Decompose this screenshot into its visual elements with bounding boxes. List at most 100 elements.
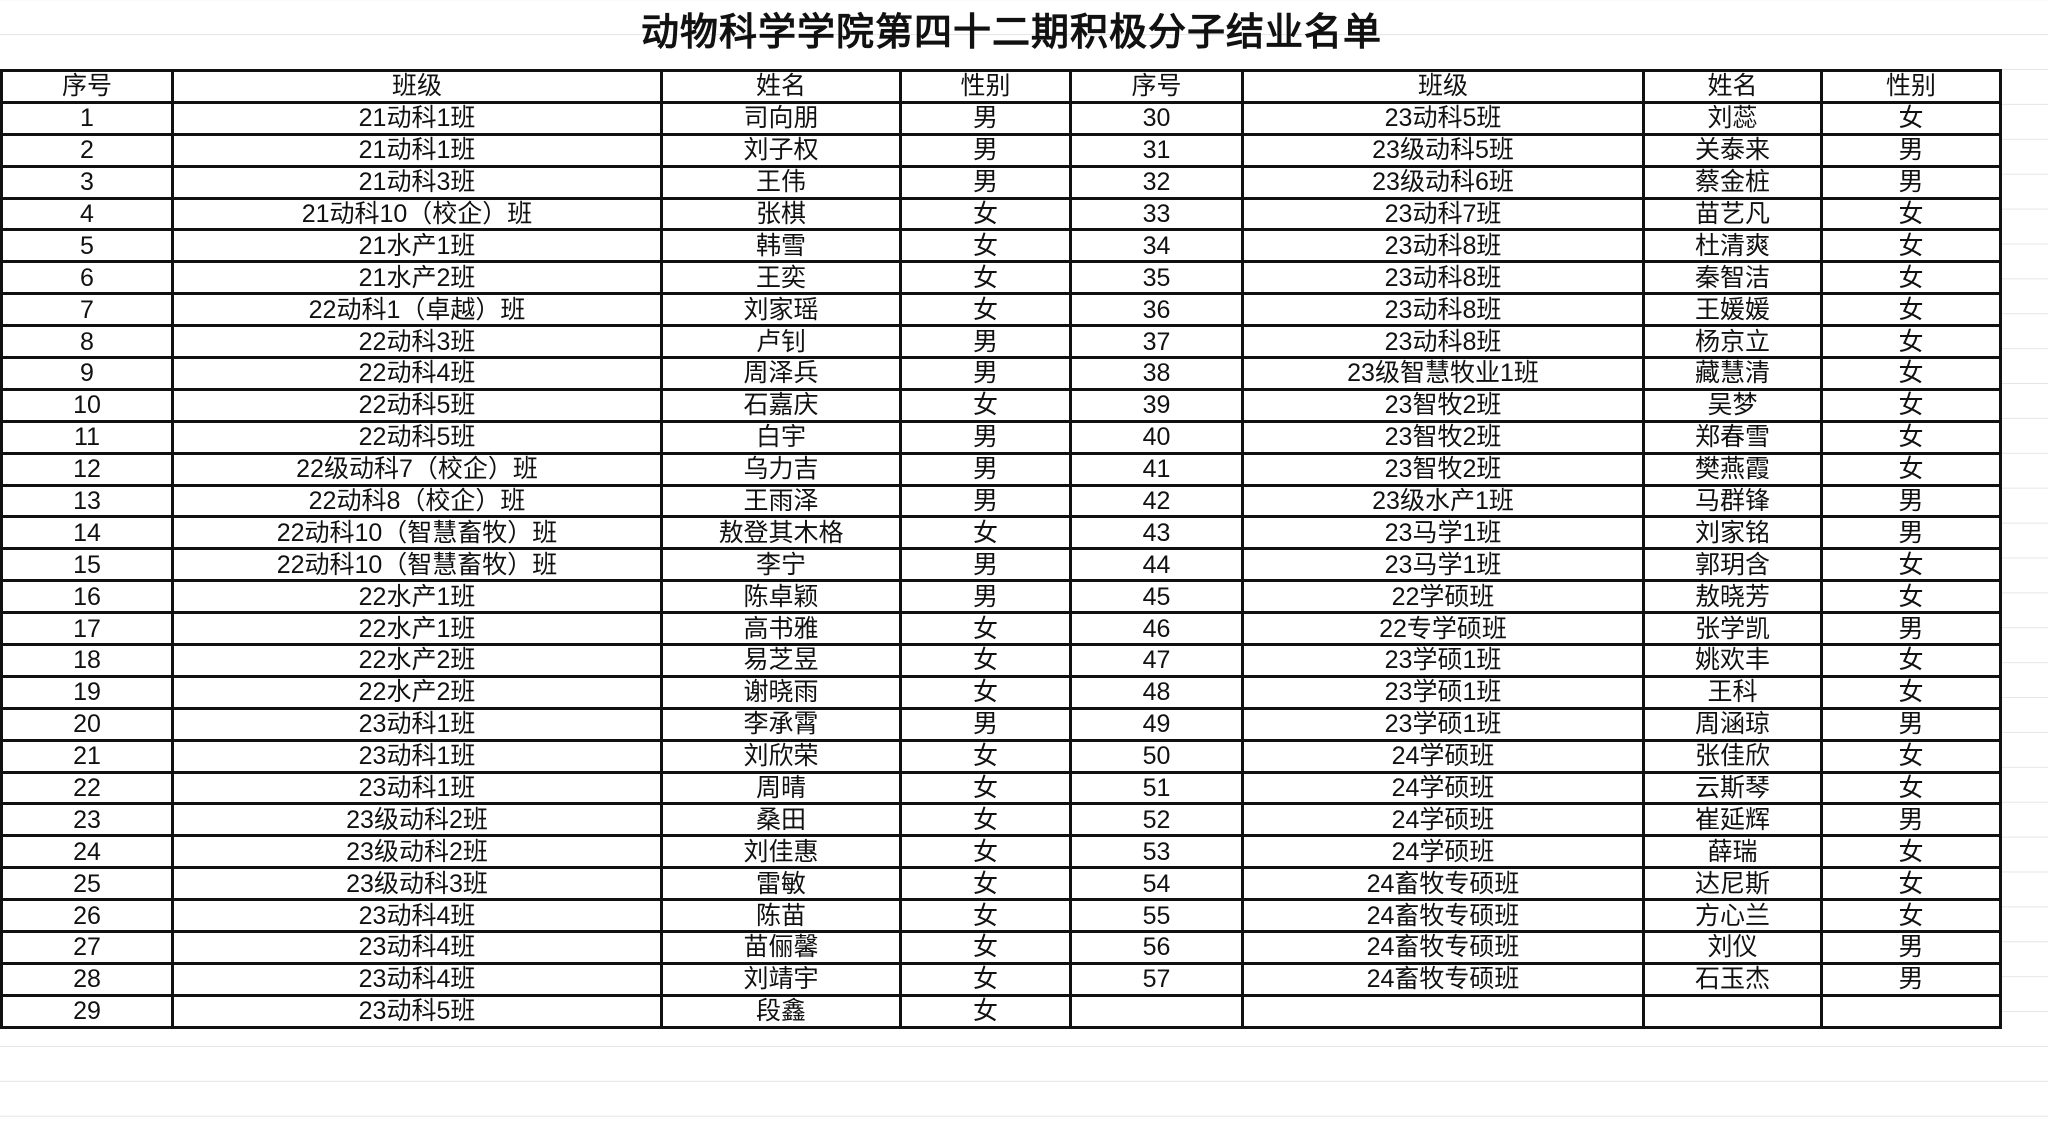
cell-no[interactable]: 4 <box>0 196 174 232</box>
cell-no[interactable]: 11 <box>0 419 174 455</box>
cell-class[interactable]: 23动科4班 <box>171 930 663 965</box>
cell-class[interactable]: 23马学1班 <box>1241 547 1645 583</box>
cell-no[interactable]: 27 <box>0 930 174 965</box>
cell-gender[interactable]: 男 <box>899 100 1072 136</box>
cell-name[interactable]: 段鑫 <box>660 993 902 1029</box>
cell-class[interactable]: 23马学1班 <box>1241 515 1645 551</box>
cell-no[interactable]: 22 <box>0 770 174 806</box>
cell-no[interactable]: 30 <box>1069 100 1244 136</box>
cell-name[interactable]: 司向朋 <box>660 100 902 136</box>
cell-name[interactable]: 周晴 <box>660 770 902 806</box>
cell-name[interactable]: 王媛媛 <box>1642 292 1823 328</box>
cell-class[interactable]: 22动科8（校企）班 <box>171 483 663 519</box>
cell-class[interactable]: 23学硕1班 <box>1241 674 1645 710</box>
cell-no[interactable]: 48 <box>1069 674 1244 710</box>
cell-name[interactable]: 方心兰 <box>1642 898 1823 934</box>
cell-name[interactable]: 卢钊 <box>660 324 902 360</box>
cell-no[interactable]: 8 <box>0 324 174 360</box>
cell-class[interactable]: 23级水产1班 <box>1241 483 1645 519</box>
cell-no[interactable]: 20 <box>0 706 174 742</box>
cell-no[interactable]: 55 <box>1069 898 1244 934</box>
cell-gender[interactable]: 女 <box>1820 196 2002 232</box>
cell-class[interactable]: 23动科1班 <box>171 738 663 774</box>
cell-class[interactable]: 21水产2班 <box>171 260 663 296</box>
cell-gender[interactable]: 女 <box>1820 419 2002 455</box>
cell-gender[interactable]: 男 <box>899 451 1072 487</box>
cell-no[interactable]: 6 <box>0 260 174 296</box>
cell-gender[interactable]: 男 <box>899 579 1072 615</box>
cell-no[interactable]: 42 <box>1069 483 1244 519</box>
cell-no[interactable]: 25 <box>0 866 174 902</box>
cell-no[interactable]: 45 <box>1069 579 1244 615</box>
cell-name[interactable]: 王奕 <box>660 260 902 296</box>
cell-name[interactable]: 易芝昱 <box>660 643 902 678</box>
cell-gender[interactable]: 男 <box>1820 483 2002 519</box>
cell-no[interactable]: 41 <box>1069 451 1244 487</box>
cell-gender[interactable]: 女 <box>1820 643 2002 678</box>
cell-name[interactable]: 郭玥含 <box>1642 547 1823 583</box>
cell-gender[interactable]: 女 <box>1820 260 2002 296</box>
cell-gender[interactable]: 女 <box>1820 356 2002 391</box>
cell-no[interactable]: 10 <box>0 387 174 423</box>
cell-name[interactable]: 乌力吉 <box>660 451 902 487</box>
cell-class[interactable]: 24学硕班 <box>1241 738 1645 774</box>
cell-no[interactable]: 16 <box>0 579 174 615</box>
cell-class[interactable]: 22专学硕班 <box>1241 611 1645 647</box>
cell-gender[interactable]: 女 <box>1820 770 2002 806</box>
cell-class[interactable]: 22水产2班 <box>171 674 663 710</box>
cell-no[interactable]: 29 <box>0 993 174 1029</box>
cell-no[interactable]: 31 <box>1069 132 1244 168</box>
cell-gender[interactable]: 女 <box>899 674 1072 710</box>
cell-name[interactable]: 马群锋 <box>1642 483 1823 519</box>
cell-gender[interactable]: 女 <box>899 802 1072 838</box>
cell-class[interactable]: 23动科7班 <box>1241 196 1645 232</box>
cell-no[interactable]: 12 <box>0 451 174 487</box>
cell-class[interactable]: 23动科4班 <box>171 961 663 997</box>
cell-class[interactable]: 22动科10（智慧畜牧）班 <box>171 515 663 551</box>
cell-no[interactable]: 54 <box>1069 866 1244 902</box>
cell-gender[interactable]: 男 <box>899 547 1072 583</box>
cell-class[interactable]: 22水产1班 <box>171 579 663 615</box>
cell-class[interactable]: 22动科1（卓越）班 <box>171 292 663 328</box>
cell-gender[interactable]: 女 <box>1820 228 2002 264</box>
cell-gender[interactable]: 女 <box>1820 324 2002 360</box>
cell-name[interactable]: 薛瑞 <box>1642 834 1823 870</box>
cell-class[interactable]: 23动科1班 <box>171 706 663 742</box>
header-class[interactable]: 班级 <box>1241 69 1645 104</box>
cell-class[interactable]: 22学硕班 <box>1241 579 1645 615</box>
cell-class[interactable]: 23级动科5班 <box>1241 132 1645 168</box>
cell-class[interactable]: 23动科8班 <box>1241 324 1645 360</box>
cell-class[interactable]: 21水产1班 <box>171 228 663 264</box>
cell-gender[interactable]: 女 <box>899 228 1072 264</box>
cell-no[interactable]: 3 <box>0 164 174 200</box>
cell-no[interactable]: 21 <box>0 738 174 774</box>
header-gender[interactable]: 性别 <box>899 69 1072 104</box>
cell-class[interactable]: 24学硕班 <box>1241 770 1645 806</box>
cell-name[interactable]: 关泰来 <box>1642 132 1823 168</box>
cell-gender[interactable]: 男 <box>899 164 1072 200</box>
header-gender[interactable]: 性别 <box>1820 69 2002 104</box>
cell-name[interactable]: 张棋 <box>660 196 902 232</box>
cell-class[interactable]: 21动科10（校企）班 <box>171 196 663 232</box>
cell-no[interactable]: 47 <box>1069 643 1244 678</box>
cell-class[interactable]: 23级动科2班 <box>171 834 663 870</box>
cell-class[interactable]: 23动科5班 <box>1241 100 1645 136</box>
cell-gender[interactable]: 女 <box>899 196 1072 232</box>
cell-class[interactable]: 23级智慧牧业1班 <box>1241 356 1645 391</box>
cell-name[interactable]: 张学凯 <box>1642 611 1823 647</box>
cell-name[interactable]: 王伟 <box>660 164 902 200</box>
cell-gender[interactable]: 女 <box>899 834 1072 870</box>
cell-name[interactable]: 杜清爽 <box>1642 228 1823 264</box>
cell-gender[interactable]: 女 <box>899 643 1072 678</box>
cell-no[interactable]: 33 <box>1069 196 1244 232</box>
header-name[interactable]: 姓名 <box>1642 69 1823 104</box>
cell-class[interactable]: 23学硕1班 <box>1241 643 1645 678</box>
header-no[interactable]: 序号 <box>0 69 174 104</box>
cell-no[interactable]: 53 <box>1069 834 1244 870</box>
cell-gender[interactable]: 男 <box>1820 802 2002 838</box>
cell-gender[interactable]: 女 <box>899 387 1072 423</box>
cell-no[interactable]: 23 <box>0 802 174 838</box>
cell-name[interactable]: 达尼斯 <box>1642 866 1823 902</box>
cell-no[interactable]: 1 <box>0 100 174 136</box>
cell-no[interactable]: 46 <box>1069 611 1244 647</box>
